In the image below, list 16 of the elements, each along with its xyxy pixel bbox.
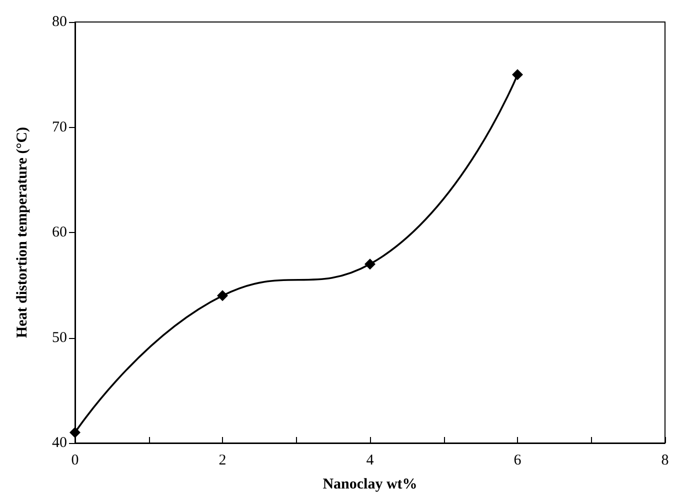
- y-tick-label: 60: [52, 224, 67, 240]
- point: [512, 69, 523, 80]
- x-tick-label: 2: [218, 452, 226, 468]
- y-axis-title: Heat distortion temperature (°C): [14, 126, 30, 338]
- x-tick-label: 4: [366, 452, 374, 468]
- point: [364, 258, 376, 270]
- point: [217, 290, 228, 302]
- x-tick-label: 8: [661, 452, 669, 468]
- x-axis-title: Nanoclay wt%: [322, 476, 418, 492]
- x-tick-label: 0: [71, 452, 79, 468]
- y-tick-label: 70: [52, 119, 67, 136]
- y-tick-label: 50: [52, 330, 67, 346]
- y-tick-label: 80: [52, 14, 67, 30]
- x-tick-label: 6: [514, 452, 522, 468]
- point: [70, 426, 80, 438]
- y-tick-label: 40: [52, 435, 67, 451]
